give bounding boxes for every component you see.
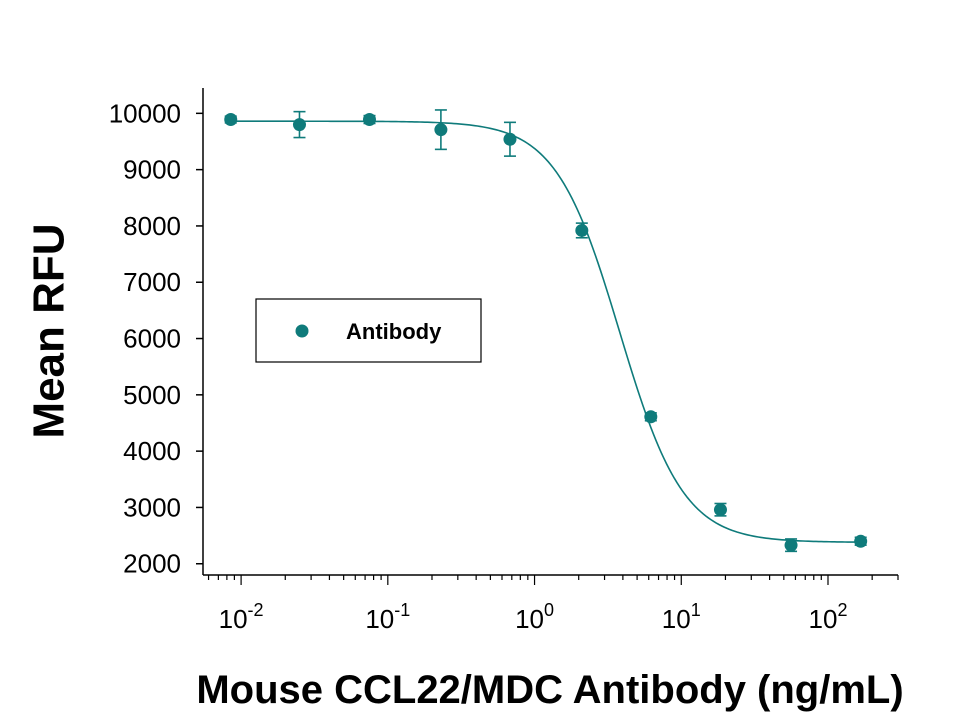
fit-layer bbox=[230, 120, 861, 543]
y-tick-label: 3000 bbox=[123, 492, 181, 522]
data-point bbox=[854, 534, 868, 548]
y-tick-label: 9000 bbox=[123, 155, 181, 185]
y-tick-label: 2000 bbox=[123, 549, 181, 579]
y-tick-label: 10000 bbox=[109, 98, 181, 128]
legend: Antibody bbox=[255, 298, 482, 363]
legend-box bbox=[255, 298, 482, 363]
x-axis-title: Mouse CCL22/MDC Antibody (ng/mL) bbox=[196, 668, 903, 712]
legend-marker bbox=[295, 324, 309, 338]
data-point bbox=[434, 123, 448, 137]
data-point bbox=[292, 118, 306, 132]
x-tick-label: 100 bbox=[515, 600, 554, 634]
x-tick-label: 10-2 bbox=[219, 600, 264, 634]
data-point bbox=[362, 113, 376, 127]
y-ticks: 2000 3000 4000 5000 6000 7000 8000 9000 10000 bbox=[109, 98, 203, 579]
data-point bbox=[224, 113, 238, 127]
legend-label: Antibody bbox=[346, 319, 442, 344]
y-tick-label: 7000 bbox=[123, 267, 181, 297]
y-tick-label: 8000 bbox=[123, 211, 181, 241]
y-tick-label: 4000 bbox=[123, 436, 181, 466]
x-tick-label: 101 bbox=[662, 600, 701, 634]
data-point bbox=[784, 538, 798, 552]
data-point bbox=[713, 503, 727, 517]
y-tick-label: 6000 bbox=[123, 324, 181, 354]
data-point bbox=[644, 410, 658, 424]
y-axis-title: Mean RFU bbox=[25, 223, 74, 438]
fit-curve bbox=[230, 120, 861, 543]
points-layer bbox=[224, 109, 868, 553]
data-point bbox=[503, 132, 517, 146]
y-tick-label: 5000 bbox=[123, 380, 181, 410]
data-point bbox=[575, 223, 589, 237]
x-tick-label: 102 bbox=[809, 600, 848, 634]
x-ticks: 10-2 10-1 100 101 102 bbox=[207, 575, 899, 634]
x-tick-label: 10-1 bbox=[365, 600, 410, 634]
